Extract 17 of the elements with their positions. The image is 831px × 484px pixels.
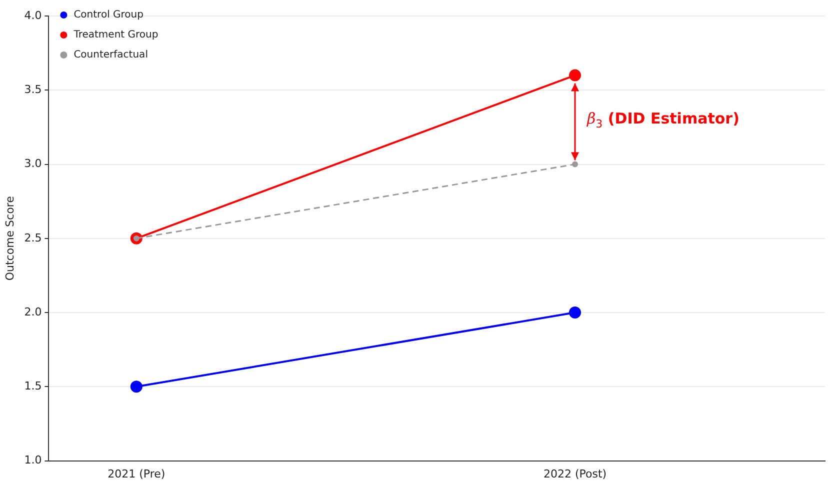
x-tick-label: 2021 (Pre) [108,467,166,480]
y-tick-label: 2.0 [24,305,42,318]
legend-label: Treatment Group [72,30,158,41]
point [572,161,578,168]
y-tick-label: 1.5 [24,380,42,393]
legend-label: Control Group [74,10,144,21]
y-tick-label: 2.5 [24,231,42,244]
y-tick-label: 3.0 [24,157,42,170]
legend-label: Counterfactual [74,50,148,61]
point [569,306,582,319]
point [130,380,142,393]
y-tick-label: 3.5 [24,82,42,96]
y-tick-label: 4.0 [24,8,42,22]
y-axis-title: Outcome Score [3,196,16,281]
y-tick-label: 1.0 [24,454,42,467]
point [569,69,582,82]
x-tick-label: 2022 (Post) [543,467,607,480]
